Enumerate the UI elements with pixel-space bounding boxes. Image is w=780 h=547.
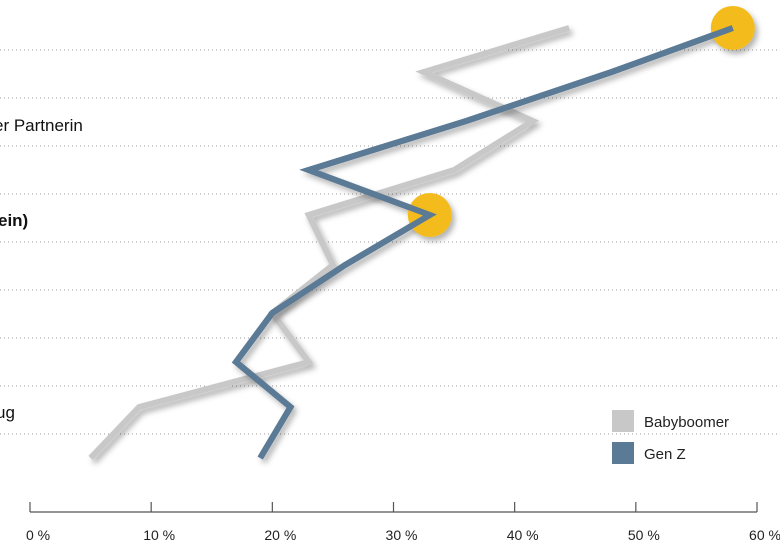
series-lines (88, 25, 734, 461)
x-tick-label: 40 % (507, 527, 539, 543)
x-tick-label: 60 % (749, 527, 780, 543)
x-tick-label: 20 % (264, 527, 296, 543)
legend-swatch (612, 410, 634, 432)
series-line-overlay (231, 25, 734, 460)
category-label: ug (0, 403, 15, 422)
legend-swatch (612, 442, 634, 464)
highlight-points (231, 6, 755, 460)
legend-label: Gen Z (644, 446, 686, 463)
grid-lines (0, 49, 780, 435)
series-line-gen-z (231, 25, 734, 460)
x-tick-label: 50 % (628, 527, 660, 543)
x-axis: 0 % 10 % 20 % 30 % 40 % 50 % 60 % (26, 502, 780, 543)
series-line-babyboomer (88, 25, 571, 461)
category-label: ein) (0, 211, 28, 230)
x-tick-label: 10 % (143, 527, 175, 543)
x-tick-label: 30 % (386, 527, 418, 543)
x-tick-label: 0 % (26, 527, 50, 543)
category-labels: er Partnerin ein) ug (0, 116, 83, 422)
legend-label: Babyboomer (644, 414, 729, 431)
legend: Babyboomer Gen Z (612, 410, 729, 464)
category-label: er Partnerin (0, 116, 83, 135)
